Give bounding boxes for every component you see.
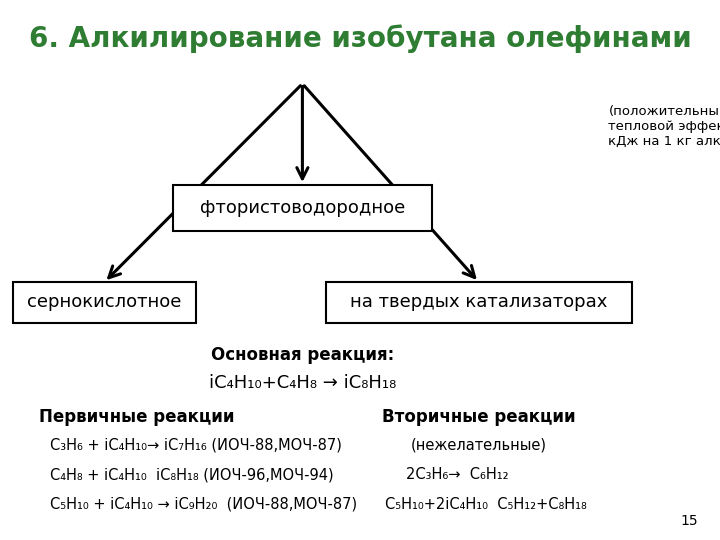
Text: (нежелательные): (нежелательные) [411, 437, 546, 453]
Text: 2C₃H₆→  C₆H₁₂: 2C₃H₆→ C₆H₁₂ [406, 467, 508, 482]
Text: 6. Алкилирование изобутана олефинами: 6. Алкилирование изобутана олефинами [29, 24, 691, 53]
Text: iC₄H₁₀+C₄H₈ → iC₈H₁₈: iC₄H₁₀+C₄H₈ → iC₈H₁₈ [209, 374, 396, 391]
Text: Вторичные реакции: Вторичные реакции [382, 408, 575, 426]
Text: C₅H₁₀ + iC₄H₁₀ → iC₉H₂₀  (ИОЧ-88,МОЧ-87): C₅H₁₀ + iC₄H₁₀ → iC₉H₂₀ (ИОЧ-88,МОЧ-87) [50, 497, 358, 512]
Text: Первичные реакции: Первичные реакции [39, 408, 235, 426]
Text: C₅H₁₀+2iC₄H₁₀  C₅H₁₂+C₈H₁₈: C₅H₁₀+2iC₄H₁₀ C₅H₁₂+C₈H₁₈ [385, 497, 587, 512]
Text: фтористоводородное: фтористоводородное [199, 199, 405, 217]
Text: 15: 15 [681, 514, 698, 528]
Text: C₃H₆ + iC₄H₁₀→ iC₇H₁₆ (ИОЧ-88,МОЧ-87): C₃H₆ + iC₄H₁₀→ iC₇H₁₆ (ИОЧ-88,МОЧ-87) [50, 437, 342, 453]
Text: C₄H₈ + iC₄H₁₀  iC₈H₁₈ (ИОЧ-96,МОЧ-94): C₄H₈ + iC₄H₁₀ iC₈H₁₈ (ИОЧ-96,МОЧ-94) [50, 467, 334, 482]
FancyBboxPatch shape [173, 185, 432, 231]
Text: Основная реакция:: Основная реакция: [211, 346, 394, 363]
Text: сернокислотное: сернокислотное [27, 293, 181, 312]
FancyBboxPatch shape [325, 282, 632, 322]
Text: на твердых катализаторах: на твердых катализаторах [350, 293, 608, 312]
FancyBboxPatch shape [12, 282, 196, 322]
Text: (положительный
тепловой эффект 960
кДж на 1 кг алкилата): (положительный тепловой эффект 960 кДж н… [608, 105, 720, 148]
